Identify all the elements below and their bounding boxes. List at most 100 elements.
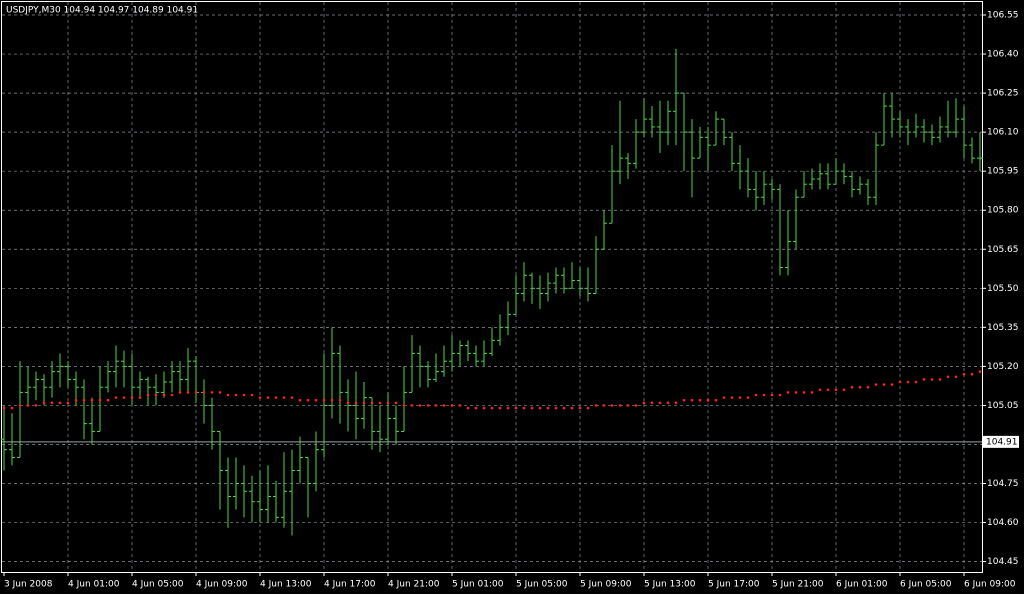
ma-dot	[898, 380, 902, 384]
y-tick-label: 104.75	[987, 479, 1019, 489]
ma-dot	[970, 372, 974, 376]
ma-dot	[490, 406, 494, 410]
x-tick-label: 4 Jun 13:00	[260, 580, 312, 590]
ma-dot	[562, 406, 566, 410]
ma-dot	[850, 385, 854, 389]
ma-dot	[354, 401, 358, 405]
ma-dot	[530, 406, 534, 410]
ma-dot	[170, 393, 174, 397]
ma-dot	[842, 388, 846, 392]
ma-dot	[554, 406, 558, 410]
x-tick-label: 6 Jun 09:00	[964, 580, 1016, 590]
ma-dot	[642, 401, 646, 405]
ma-dot	[930, 378, 934, 381]
ma-dot	[882, 383, 886, 386]
ma-dot	[946, 375, 950, 379]
x-tick-label: 5 Jun 05:00	[516, 580, 568, 590]
ma-dot	[194, 391, 198, 394]
ma-dot	[218, 391, 222, 394]
y-tick-label: 105.05	[987, 401, 1019, 411]
y-tick-label: 105.35	[987, 323, 1019, 333]
ma-dot	[866, 385, 870, 389]
ma-dot	[754, 393, 758, 397]
ma-dot	[794, 391, 798, 394]
ma-dot	[378, 401, 382, 405]
x-tick-label: 6 Jun 05:00	[900, 580, 952, 590]
ma-dot	[74, 398, 78, 402]
ma-dot	[2, 406, 6, 410]
ma-dot	[122, 396, 126, 399]
x-tick-label: 4 Jun 01:00	[68, 580, 120, 590]
ma-dot	[90, 398, 94, 402]
ma-dot	[418, 404, 422, 407]
ma-dot	[466, 406, 470, 410]
y-tick-label: 106.40	[987, 50, 1019, 60]
ma-dot	[82, 398, 86, 402]
ma-dot	[810, 391, 814, 394]
ma-dot	[834, 388, 838, 392]
ma-dot	[178, 391, 182, 394]
ma-dot	[634, 404, 638, 407]
ma-dot	[714, 398, 718, 402]
ma-dot	[738, 396, 742, 399]
ma-dot	[338, 398, 342, 402]
x-tick-label: 5 Jun 13:00	[644, 580, 696, 590]
ma-dot	[826, 388, 830, 392]
y-tick-label: 106.55	[987, 11, 1019, 21]
ma-dot	[234, 393, 238, 397]
ma-dot	[890, 383, 894, 386]
ma-dot	[250, 393, 254, 397]
ma-dot	[482, 406, 486, 410]
y-tick-label: 106.25	[987, 89, 1019, 99]
ma-dot	[522, 406, 526, 410]
ma-dot	[42, 401, 46, 405]
ma-dot	[690, 398, 694, 402]
x-tick-label: 5 Jun 17:00	[708, 580, 760, 590]
ma-dot	[242, 393, 246, 397]
ma-dot	[786, 391, 790, 394]
ma-dot	[146, 393, 150, 397]
ma-dot	[762, 393, 766, 397]
ma-dot	[18, 404, 22, 407]
ma-dot	[954, 375, 958, 379]
ma-dot	[362, 401, 366, 405]
y-tick-label: 105.65	[987, 245, 1019, 255]
ma-dot	[138, 396, 142, 399]
y-tick-label: 105.80	[987, 206, 1019, 216]
ma-dot	[546, 406, 550, 410]
price-label-box	[983, 435, 1019, 448]
ma-dot	[578, 406, 582, 410]
ma-dot	[858, 385, 862, 389]
ma-dot	[322, 398, 326, 402]
x-tick-label: 4 Jun 09:00	[196, 580, 248, 590]
y-tick-label: 104.45	[987, 557, 1019, 567]
ma-dot	[306, 398, 310, 402]
x-tick-label: 5 Jun 09:00	[580, 580, 632, 590]
price-label: 104.91	[986, 437, 1018, 447]
ma-dot	[818, 388, 822, 392]
ma-dot	[130, 396, 134, 399]
ma-dot	[458, 404, 462, 407]
ma-dot	[498, 406, 502, 410]
x-tick-label: 4 Jun 05:00	[132, 580, 184, 590]
ma-dot	[778, 393, 782, 397]
ma-dot	[386, 401, 390, 405]
ma-dot	[874, 383, 878, 386]
ma-dot	[618, 404, 622, 407]
ma-dot	[106, 398, 110, 402]
ma-dot	[410, 404, 414, 407]
plot-frame	[1, 1, 983, 573]
y-tick-label: 105.50	[987, 284, 1019, 294]
ma-dot	[666, 401, 670, 405]
ma-dot	[770, 393, 774, 397]
ma-dot	[298, 398, 302, 402]
ma-dot	[570, 406, 574, 410]
ma-dot	[58, 401, 62, 405]
ma-dot	[922, 378, 926, 381]
ma-dot	[538, 406, 542, 410]
ma-dot	[10, 406, 14, 410]
ma-dot	[594, 404, 598, 407]
ma-dot	[154, 393, 158, 397]
ma-dot	[434, 404, 438, 407]
